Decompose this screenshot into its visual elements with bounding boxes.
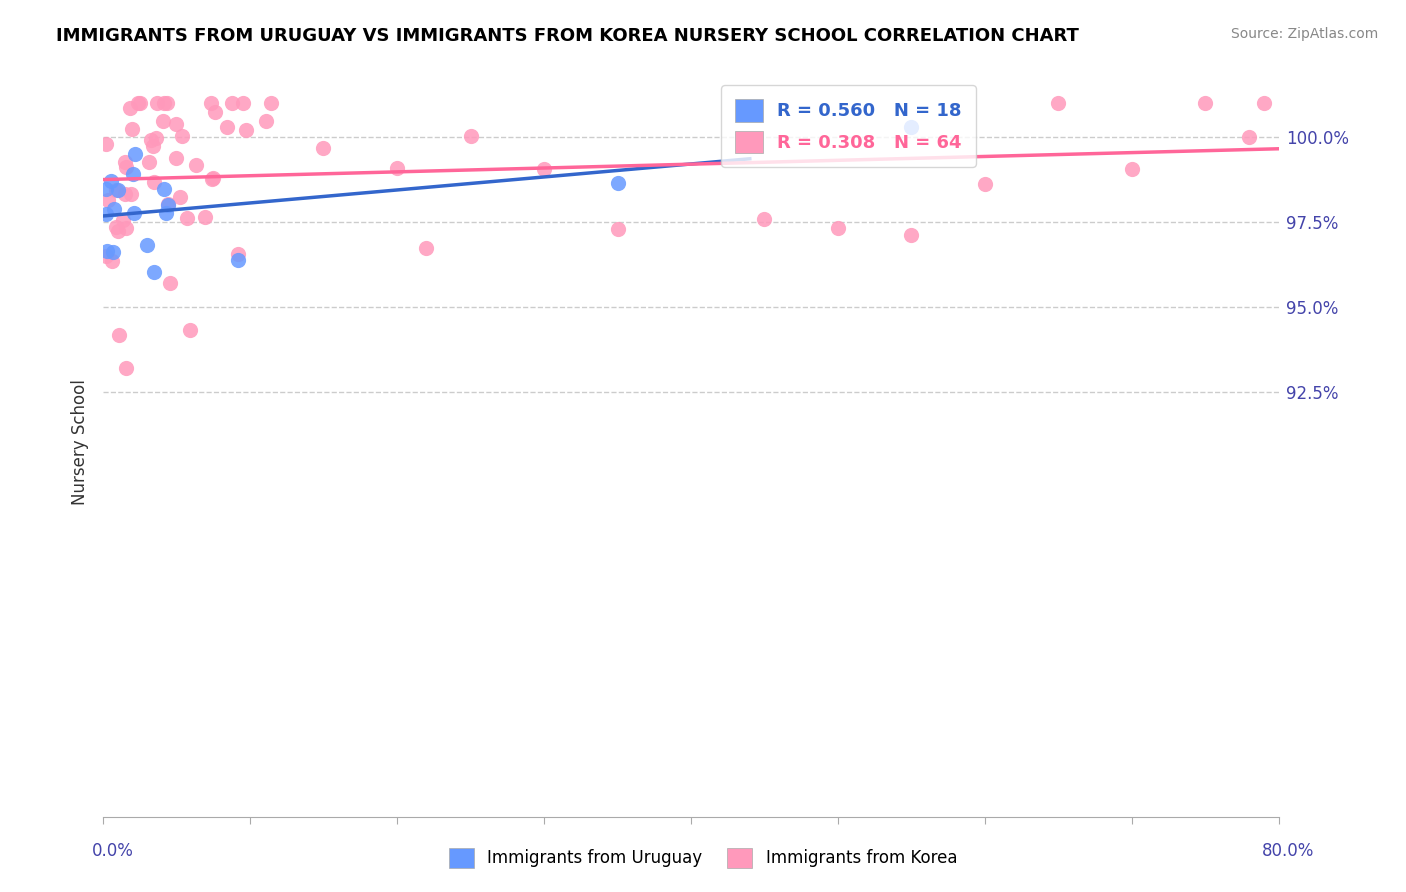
Point [1253, 95, 1275, 110]
Point [120, 102, 142, 116]
Point [900, 120, 922, 135]
Point [112, 213, 135, 227]
Point [165, 117, 187, 131]
Point [170, 128, 193, 143]
Point [101, 244, 124, 259]
Point [105, 220, 128, 235]
Point [156, 95, 179, 110]
Point [101, 253, 124, 268]
Point [114, 155, 136, 169]
Text: 80.0%: 80.0% [1263, 842, 1315, 860]
Point [103, 202, 125, 216]
Point [122, 206, 145, 220]
Point [142, 138, 165, 153]
Point [108, 328, 131, 343]
Point [900, 227, 922, 242]
Point [533, 162, 555, 177]
Point [754, 211, 776, 226]
Point [94, 181, 117, 195]
Point [97, 193, 120, 207]
Point [152, 95, 174, 110]
Point [94, 207, 117, 221]
Point [1047, 95, 1070, 110]
Point [115, 360, 138, 375]
Point [146, 95, 169, 110]
Point [606, 176, 628, 190]
Point [169, 190, 191, 204]
Point [235, 123, 257, 137]
Point [145, 130, 167, 145]
Point [232, 95, 254, 110]
Point [129, 95, 152, 110]
Text: Source: ZipAtlas.com: Source: ZipAtlas.com [1230, 27, 1378, 41]
Text: 0.0%: 0.0% [91, 842, 134, 860]
Point [606, 222, 628, 236]
Point [260, 95, 283, 110]
Legend: Immigrants from Uruguay, Immigrants from Korea: Immigrants from Uruguay, Immigrants from… [443, 841, 963, 875]
Text: IMMIGRANTS FROM URUGUAY VS IMMIGRANTS FROM KOREA NURSERY SCHOOL CORRELATION CHAR: IMMIGRANTS FROM URUGUAY VS IMMIGRANTS FR… [56, 27, 1080, 45]
Point [194, 210, 217, 224]
Point [1121, 162, 1143, 177]
Point [200, 95, 222, 110]
Point [254, 114, 277, 128]
Point [114, 187, 136, 202]
Point [114, 160, 136, 174]
Point [179, 323, 201, 337]
Point [460, 128, 482, 143]
Point [157, 196, 180, 211]
Point [94, 136, 117, 151]
Y-axis label: Nursery School: Nursery School [72, 380, 89, 506]
Point [127, 95, 149, 110]
Point [94, 248, 117, 262]
Point [201, 170, 224, 185]
Point [200, 172, 222, 186]
Point [157, 198, 180, 212]
Point [165, 151, 187, 165]
Point [204, 104, 226, 119]
Point [141, 132, 163, 146]
Point [152, 114, 174, 128]
Point [107, 183, 129, 197]
Point [155, 206, 177, 220]
Point [176, 211, 198, 225]
Point [143, 265, 166, 279]
Legend: R = 0.560   N = 18, R = 0.308   N = 64: R = 0.560 N = 18, R = 0.308 N = 64 [721, 85, 976, 167]
Point [121, 122, 143, 136]
Point [121, 167, 143, 181]
Point [104, 183, 127, 197]
Point [221, 95, 243, 110]
Point [96, 244, 118, 258]
Point [138, 154, 160, 169]
Point [974, 177, 997, 191]
Point [159, 276, 181, 290]
Point [226, 252, 249, 267]
Point [415, 241, 437, 255]
Point [153, 182, 176, 196]
Point [120, 186, 142, 201]
Point [136, 237, 159, 252]
Point [186, 158, 208, 172]
Point [124, 147, 146, 161]
Point [827, 220, 849, 235]
Point [100, 173, 122, 187]
Point [107, 223, 129, 237]
Point [142, 175, 165, 189]
Point [226, 246, 249, 260]
Point [1239, 129, 1261, 144]
Point [385, 161, 408, 175]
Point [1194, 95, 1216, 110]
Point [217, 120, 239, 134]
Point [312, 141, 335, 155]
Point [115, 221, 138, 235]
